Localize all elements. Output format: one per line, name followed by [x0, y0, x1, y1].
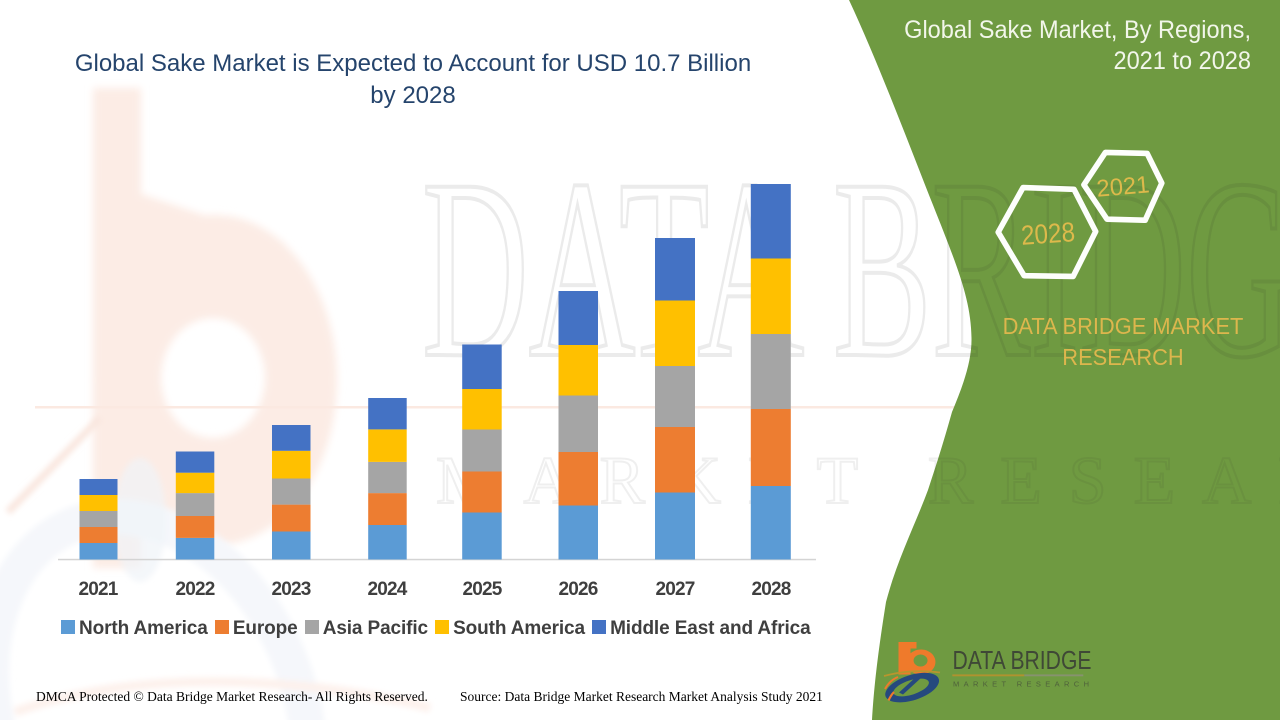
svg-text:MARKET RESEARCH: MARKET RESEARCH — [953, 680, 1089, 689]
svg-text:2028: 2028 — [1020, 216, 1076, 251]
svg-text:2021: 2021 — [1095, 171, 1150, 203]
svg-text:DATA BRIDGE: DATA BRIDGE — [953, 645, 1092, 675]
